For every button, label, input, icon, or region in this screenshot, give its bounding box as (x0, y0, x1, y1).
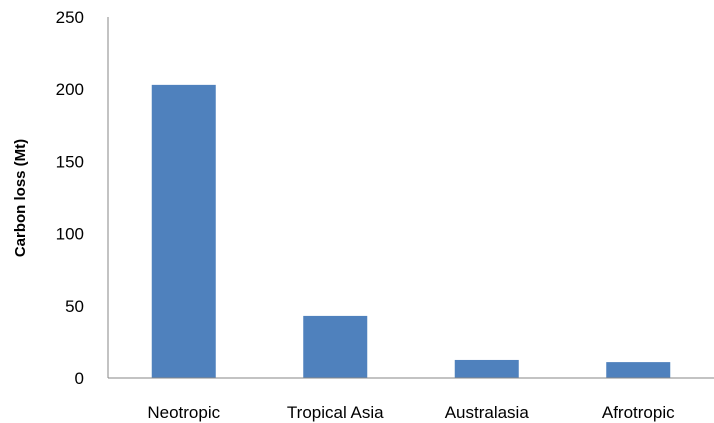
bar-neotropic (151, 84, 216, 379)
bar-afrotropic (606, 362, 671, 378)
x-tick-label: Afrotropic (602, 403, 675, 422)
x-axis-ticks: Neotropic Tropical Asia Australasia Afrotro… (147, 403, 675, 422)
y-axis-title: Carbon loss (Mt) (12, 139, 29, 257)
y-tick-label: 0 (75, 369, 84, 388)
y-tick-label: 100 (56, 225, 84, 244)
y-axis-ticks: 0 50 100 150 200 250 (56, 8, 84, 388)
x-tick-label: Australasia (445, 403, 530, 422)
bar-australasia (454, 359, 519, 378)
y-tick-label: 200 (56, 80, 84, 99)
y-tick-label: 150 (56, 152, 84, 171)
x-tick-label: Neotropic (147, 403, 220, 422)
y-tick-label: 50 (65, 297, 84, 316)
bar-tropical-asia (303, 315, 368, 378)
bars (151, 84, 671, 379)
x-tick-label: Tropical Asia (287, 403, 384, 422)
y-tick-label: 250 (56, 8, 84, 27)
